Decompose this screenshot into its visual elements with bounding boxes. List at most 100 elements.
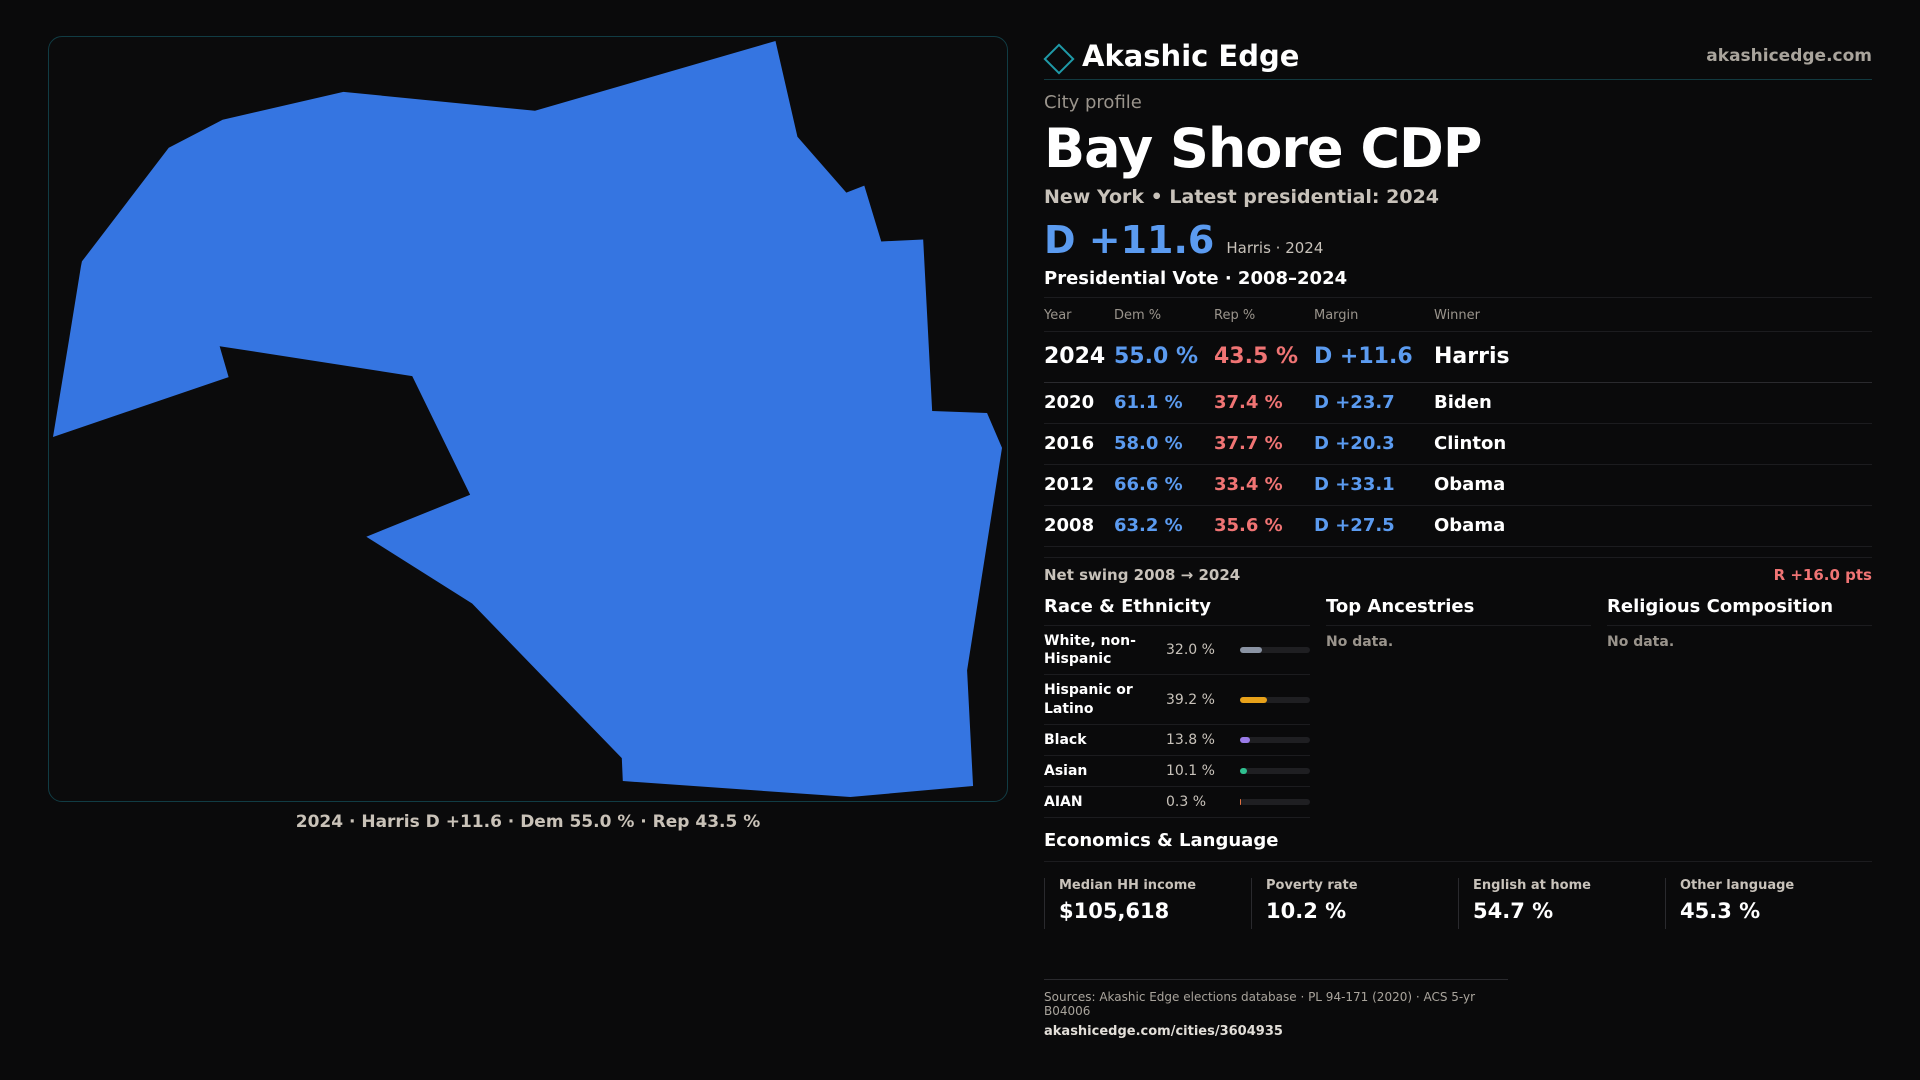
- race-row: White, non-Hispanic 32.0 %: [1044, 626, 1310, 676]
- table-row: 2012 66.6 % 33.4 % D +33.1 Obama: [1044, 464, 1872, 506]
- religion-empty: No data.: [1607, 634, 1675, 650]
- page-title: Bay Shore CDP: [1044, 117, 1482, 180]
- margin-value: D +11.6: [1044, 218, 1215, 262]
- district-map[interactable]: [48, 36, 1008, 802]
- col-header-margin: Margin: [1314, 302, 1434, 332]
- profile-panel: Akashic Edge akashicedge.com City profil…: [1043, 36, 1872, 1040]
- ancestries-section: Top Ancestries No data.: [1326, 596, 1591, 818]
- margin-note: Harris · 2024: [1226, 239, 1324, 257]
- econ-value: 10.2 %: [1266, 899, 1347, 924]
- cell-winner: Obama: [1434, 505, 1872, 547]
- race-row: Hispanic or Latino 39.2 %: [1044, 675, 1310, 725]
- race-bar-fill: [1240, 647, 1263, 654]
- race-bar-fill: [1240, 799, 1241, 806]
- net-swing-label: Net swing 2008 → 2024: [1044, 566, 1241, 584]
- ancestries-title: Top Ancestries: [1326, 596, 1591, 626]
- cell-rep: 33.4 %: [1214, 464, 1314, 506]
- race-pct: 39.2 %: [1166, 691, 1215, 708]
- cell-year: 2016: [1044, 423, 1114, 465]
- race-pct: 0.3 %: [1166, 794, 1207, 811]
- presidential-vote-table: Year Dem % Rep % Margin Winner 2024 55.0…: [1044, 302, 1872, 547]
- table-row: 2016 58.0 % 37.7 % D +20.3 Clinton: [1044, 423, 1872, 465]
- demographics-grid: Race & Ethnicity White, non-Hispanic 32.0…: [1044, 596, 1872, 819]
- net-swing-value: R +16.0 pts: [1773, 566, 1872, 584]
- cell-margin: D +33.1: [1314, 464, 1434, 506]
- cell-dem: 63.2 %: [1114, 505, 1214, 547]
- religion-section: Religious Composition No data.: [1607, 596, 1872, 818]
- religion-title: Religious Composition: [1607, 596, 1872, 626]
- cell-year: 2020: [1044, 382, 1114, 424]
- race-ethnicity-title: Race & Ethnicity: [1044, 596, 1310, 626]
- race-pct: 13.8 %: [1166, 731, 1215, 748]
- cell-rep: 37.7 %: [1214, 423, 1314, 465]
- econ-label: Median HH income: [1059, 878, 1197, 894]
- econ-label: English at home: [1473, 878, 1591, 894]
- col-header-year: Year: [1044, 302, 1114, 332]
- table-row: 2008 63.2 % 35.6 % D +27.5 Obama: [1044, 505, 1872, 547]
- race-pct: 32.0 %: [1166, 642, 1215, 659]
- district-polygon[interactable]: [52, 40, 1003, 798]
- cell-margin: D +23.7: [1314, 382, 1434, 424]
- brand[interactable]: Akashic Edge: [1043, 38, 1300, 75]
- race-pct: 10.1 %: [1166, 763, 1215, 780]
- economics-title: Economics & Language: [1044, 830, 1872, 863]
- race-ethnicity-section: Race & Ethnicity White, non-Hispanic 32.0…: [1044, 596, 1310, 819]
- state-subline: New York • Latest presidential: 2024: [1044, 186, 1440, 208]
- cell-rep: 37.4 %: [1214, 382, 1314, 424]
- headline-margin: D +11.6 Harris · 2024: [1044, 218, 1872, 262]
- race-name: White, non-Hispanic: [1044, 633, 1136, 668]
- cell-rep: 43.5 %: [1214, 331, 1314, 383]
- race-name: AIAN: [1044, 794, 1083, 811]
- economics-grid: Median HH income $105,618 Poverty rate 1…: [1044, 878, 1872, 930]
- cell-rep: 35.6 %: [1214, 505, 1314, 547]
- sources-url-link[interactable]: akashicedge.com/cities/3604935: [1044, 1024, 1283, 1040]
- econ-label: Poverty rate: [1266, 878, 1358, 894]
- cell-margin: D +11.6: [1314, 331, 1434, 383]
- cell-dem: 58.0 %: [1114, 423, 1214, 465]
- race-list: White, non-Hispanic 32.0 % Hispanic or Lat…: [1044, 626, 1310, 819]
- econ-cell-poverty: Poverty rate 10.2 %: [1251, 878, 1458, 930]
- brand-header: Akashic Edge akashicedge.com: [1043, 36, 1872, 80]
- cell-year: 2008: [1044, 505, 1114, 547]
- econ-value: 45.3 %: [1680, 899, 1761, 924]
- col-header-winner: Winner: [1434, 302, 1872, 332]
- ancestries-empty: No data.: [1326, 634, 1394, 650]
- econ-value: 54.7 %: [1473, 899, 1554, 924]
- race-bar-track: [1240, 696, 1310, 703]
- cell-margin: D +20.3: [1314, 423, 1434, 465]
- race-bar-track: [1240, 647, 1310, 654]
- cell-margin: D +27.5: [1314, 505, 1434, 547]
- econ-value: $105,618: [1059, 899, 1170, 924]
- cell-winner: Clinton: [1434, 423, 1872, 465]
- col-header-rep: Rep %: [1214, 302, 1314, 332]
- cell-year: 2012: [1044, 464, 1114, 506]
- race-bar-fill: [1240, 696, 1268, 703]
- race-row: Asian 10.1 %: [1044, 756, 1310, 788]
- cell-dem: 66.6 %: [1114, 464, 1214, 506]
- brand-url-link[interactable]: akashicedge.com: [1706, 45, 1872, 66]
- cell-dem: 61.1 %: [1114, 382, 1214, 424]
- econ-cell-english: English at home 54.7 %: [1458, 878, 1665, 930]
- race-name: Asian: [1044, 762, 1088, 779]
- cell-winner: Biden: [1434, 382, 1872, 424]
- cell-winner: Harris: [1434, 331, 1872, 383]
- brand-name: Akashic Edge: [1082, 38, 1300, 73]
- presidential-vote-title: Presidential Vote · 2008–2024: [1044, 268, 1872, 298]
- race-bar-track: [1240, 768, 1310, 775]
- race-bar-track: [1240, 799, 1310, 806]
- net-swing-row: Net swing 2008 → 2024 R +16.0 pts: [1044, 557, 1872, 584]
- econ-label: Other language: [1680, 878, 1795, 894]
- econ-cell-other-language: Other language 45.3 %: [1665, 878, 1872, 930]
- table-header-row: Year Dem % Rep % Margin Winner: [1044, 302, 1872, 332]
- page-eyebrow: City profile: [1044, 92, 1142, 113]
- district-shape-svg: [52, 40, 1003, 798]
- cell-year: 2024: [1044, 331, 1114, 383]
- diamond-icon: [1043, 42, 1075, 75]
- race-row: AIAN 0.3 %: [1044, 787, 1310, 819]
- table-row: 2024 55.0 % 43.5 % D +11.6 Harris: [1044, 331, 1872, 383]
- col-header-dem: Dem %: [1114, 302, 1214, 332]
- race-bar-track: [1240, 736, 1310, 743]
- race-name: Black: [1044, 731, 1087, 748]
- race-bar-fill: [1240, 736, 1250, 743]
- race-row: Black 13.8 %: [1044, 725, 1310, 756]
